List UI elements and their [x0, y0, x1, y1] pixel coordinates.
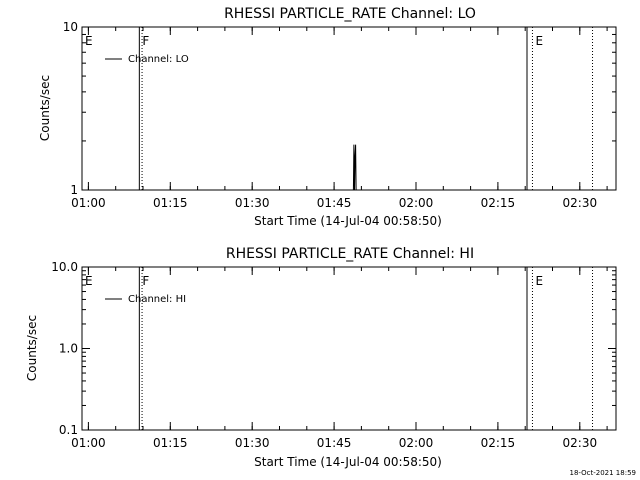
event-marker-label: E — [85, 274, 93, 288]
x-tick-label: 01:00 — [71, 196, 106, 210]
series-line — [82, 144, 616, 191]
legend-label: Channel: LO — [128, 54, 189, 65]
chart-title: RHESSI PARTICLE_RATE Channel: HI — [226, 246, 474, 262]
x-tick-label: 02:00 — [399, 436, 434, 450]
tick-group: 01:00 01:15 01:30 01:45 02:00 02:15 02:30 1 10 — [63, 20, 616, 210]
series-group — [82, 144, 616, 191]
plot-frame — [81, 266, 617, 431]
chart-title: RHESSI PARTICLE_RATE Channel: LO — [224, 6, 476, 22]
plot-frame — [81, 26, 617, 191]
y-tick-label: 0.1 — [59, 423, 78, 437]
x-tick-label: 01:30 — [235, 436, 270, 450]
event-marker-label: E — [535, 34, 543, 48]
x-axis-label: Start Time (14-Jul-04 00:58:50) — [254, 214, 442, 228]
x-tick-label: 01:30 — [235, 196, 270, 210]
x-tick-label: 01:45 — [317, 196, 352, 210]
panel-lo: RHESSI PARTICLE_RATE Channel: LO Counts/… — [38, 6, 617, 228]
x-tick-label: 02:15 — [481, 196, 516, 210]
event-marker-label: F — [142, 34, 149, 48]
x-tick-label: 02:15 — [481, 436, 516, 450]
legend-label: Channel: HI — [128, 294, 186, 305]
y-tick-label: 10.0 — [51, 260, 78, 274]
x-tick-label: 02:30 — [563, 436, 598, 450]
event-marker-label: E — [85, 34, 93, 48]
tick-group: 01:00 01:15 01:30 01:45 02:00 02:15 02:30 0.1 1.… — [51, 260, 616, 450]
x-tick-label: 02:30 — [563, 196, 598, 210]
x-tick-label: 01:00 — [71, 436, 106, 450]
x-tick-label: 01:15 — [153, 196, 188, 210]
x-tick-label: 01:15 — [153, 436, 188, 450]
x-axis-label: Start Time (14-Jul-04 00:58:50) — [254, 455, 442, 469]
x-tick-label: 02:00 — [399, 196, 434, 210]
event-marker-label: E — [535, 274, 543, 288]
y-tick-label: 1 — [70, 183, 78, 197]
y-axis-label: Counts/sec — [38, 75, 52, 141]
panel-hi: RHESSI PARTICLE_RATE Channel: HI Counts/… — [25, 246, 617, 469]
timestamp: 18-Oct-2021 18:59 — [570, 469, 636, 477]
x-tick-label: 01:45 — [317, 436, 352, 450]
y-tick-label: 1.0 — [59, 342, 78, 356]
event-marker-label: F — [142, 274, 149, 288]
y-tick-label: 10 — [63, 20, 78, 34]
y-axis-label: Counts/sec — [25, 315, 39, 381]
